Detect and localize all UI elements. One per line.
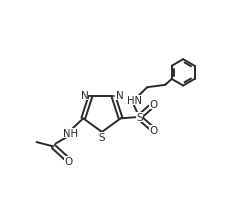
Text: NH: NH [63,129,78,139]
Text: HN: HN [126,96,142,106]
Text: S: S [99,133,105,142]
Text: O: O [149,126,158,136]
Text: S: S [136,113,143,123]
Text: O: O [64,156,72,166]
Text: O: O [149,100,158,109]
Text: N: N [116,91,123,101]
Text: N: N [81,91,88,101]
